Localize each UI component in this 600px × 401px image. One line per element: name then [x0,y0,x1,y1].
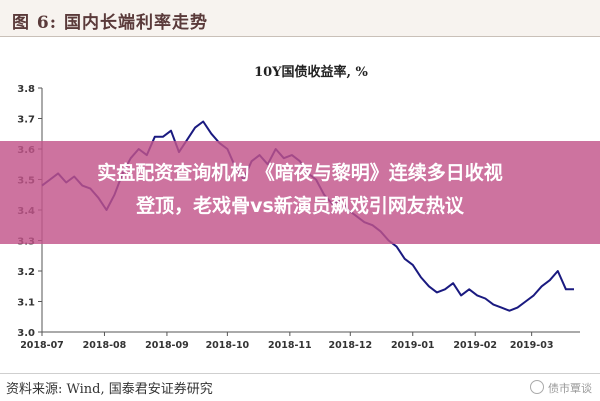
watermark: 债市覃谈 [530,380,592,396]
x-tick-label: 2018-09 [145,340,189,351]
banner-headline[interactable]: 实盘配资查询机构 《暗夜与黎明》连续多日收视 登顶，老戏骨vs新演员飙戏引网友热… [0,157,600,223]
y-tick-label: 3.1 [17,298,35,309]
data-source: 资料来源: Wind, 国泰君安证券研究 [6,382,213,397]
x-tick-label: 2018-08 [83,340,127,351]
overlay-banner[interactable]: 实盘配资查询机构 《暗夜与黎明》连续多日收视 登顶，老戏骨vs新演员飙戏引网友热… [0,141,600,244]
x-tick-label: 2018-07 [20,340,64,351]
y-tick-label: 3.7 [17,115,35,126]
x-tick-label: 2018-12 [328,340,372,351]
y-tick-label: 3.0 [17,328,35,339]
banner-line-1: 实盘配资查询机构 《暗夜与黎明》连续多日收视 [97,162,503,184]
figure-footer: 资料来源: Wind, 国泰君安证券研究 债市覃谈 [0,373,600,401]
x-tick-label: 2019-02 [453,340,497,351]
wechat-icon [530,380,544,394]
watermark-text: 债市覃谈 [548,382,592,395]
x-tick-label: 2019-03 [510,340,554,351]
figure-title: 图 6: 国内长端利率走势 [12,13,208,33]
figure-header: 图 6: 国内长端利率走势 [0,0,600,37]
x-tick-label: 2019-01 [391,340,435,351]
x-tick-label: 2018-11 [268,340,312,351]
x-tick-label: 2018-10 [206,340,250,351]
y-tick-label: 3.8 [17,84,35,95]
banner-line-2: 登顶，老戏骨vs新演员飙戏引网友热议 [136,195,464,217]
chart-title: 10Y国债收益率, % [254,64,368,80]
y-tick-label: 3.2 [17,267,35,278]
